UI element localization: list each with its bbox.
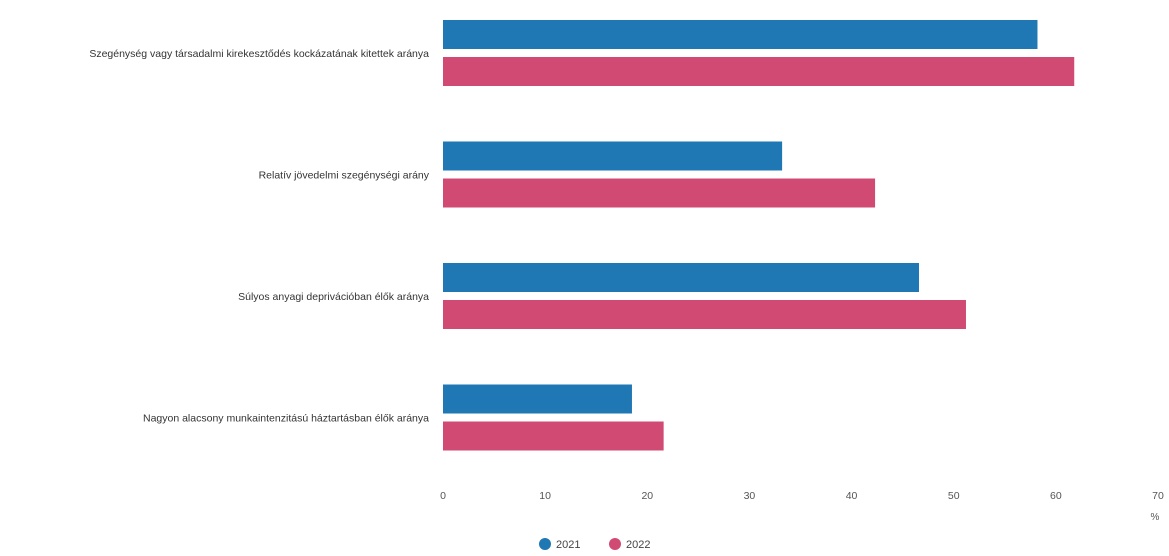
legend-label-2021[interactable]: 2021	[556, 539, 580, 551]
x-tick-label: 10	[539, 490, 551, 502]
x-tick-label: 20	[641, 490, 653, 502]
x-unit-label: %	[1151, 512, 1160, 523]
category-label: Relatív jövedelmi szegénységi arány	[259, 170, 430, 182]
x-tick-label: 50	[948, 490, 960, 502]
legend-label-2022[interactable]: 2022	[626, 539, 650, 551]
x-tick-label: 70	[1152, 490, 1164, 502]
category-label: Súlyos anyagi deprivációban élők aránya	[238, 291, 429, 303]
bar-2021[interactable]	[443, 20, 1038, 49]
bar-2022[interactable]	[443, 421, 664, 451]
bar-2021[interactable]	[443, 263, 919, 292]
bar-2021[interactable]	[443, 141, 783, 171]
x-tick-label: 30	[744, 490, 756, 502]
x-tick-label: 40	[846, 490, 858, 502]
x-tick-label: 60	[1050, 490, 1062, 502]
bar-2022[interactable]	[443, 178, 876, 208]
legend-marker-2022[interactable]	[609, 538, 621, 550]
x-tick-label: 0	[440, 490, 446, 502]
category-label: Nagyon alacsony munkaintenzitású háztart…	[143, 413, 429, 425]
legend-marker-2021[interactable]	[539, 538, 551, 550]
bar-2022[interactable]	[443, 57, 1075, 86]
bar-2022[interactable]	[443, 300, 966, 329]
category-label: Szegénység vagy társadalmi kirekesztődés…	[89, 48, 429, 60]
bar-2021[interactable]	[443, 384, 632, 414]
